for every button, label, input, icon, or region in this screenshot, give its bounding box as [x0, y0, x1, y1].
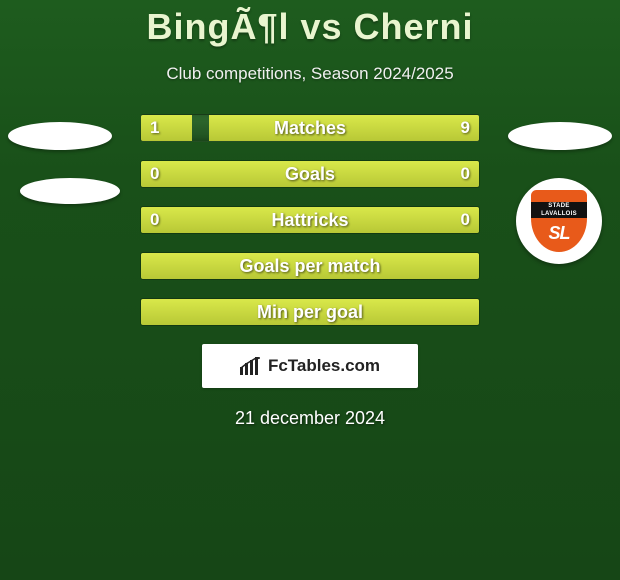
stat-row: Min per goal [140, 298, 480, 326]
page-subtitle: Club competitions, Season 2024/2025 [0, 48, 620, 84]
stat-row: 19Matches [140, 114, 480, 142]
club-badge-mid-text: LAVALLOIS [541, 211, 577, 217]
branding-text: FcTables.com [268, 356, 380, 376]
stat-label: Hattricks [140, 206, 480, 234]
stat-row: 00Goals [140, 160, 480, 188]
branding-badge: FcTables.com [202, 344, 418, 388]
stat-label: Min per goal [140, 298, 480, 326]
stat-label: Goals per match [140, 252, 480, 280]
stat-row: 00Hattricks [140, 206, 480, 234]
stat-label: Matches [140, 114, 480, 142]
stat-label: Goals [140, 160, 480, 188]
chart-icon [240, 357, 262, 375]
player-right-avatar-placeholder [508, 122, 612, 150]
club-badge-monogram: SL [548, 223, 569, 244]
player-left-avatar-placeholder [8, 122, 112, 150]
player-right-club-badge: STADE LAVALLOIS SL [516, 178, 602, 264]
club-badge-top-text: STADE [548, 203, 569, 209]
stat-row: Goals per match [140, 252, 480, 280]
page-title: BingÃ¶l vs Cherni [0, 0, 620, 48]
snapshot-date: 21 december 2024 [0, 388, 620, 429]
player-left-club-placeholder [20, 178, 120, 204]
